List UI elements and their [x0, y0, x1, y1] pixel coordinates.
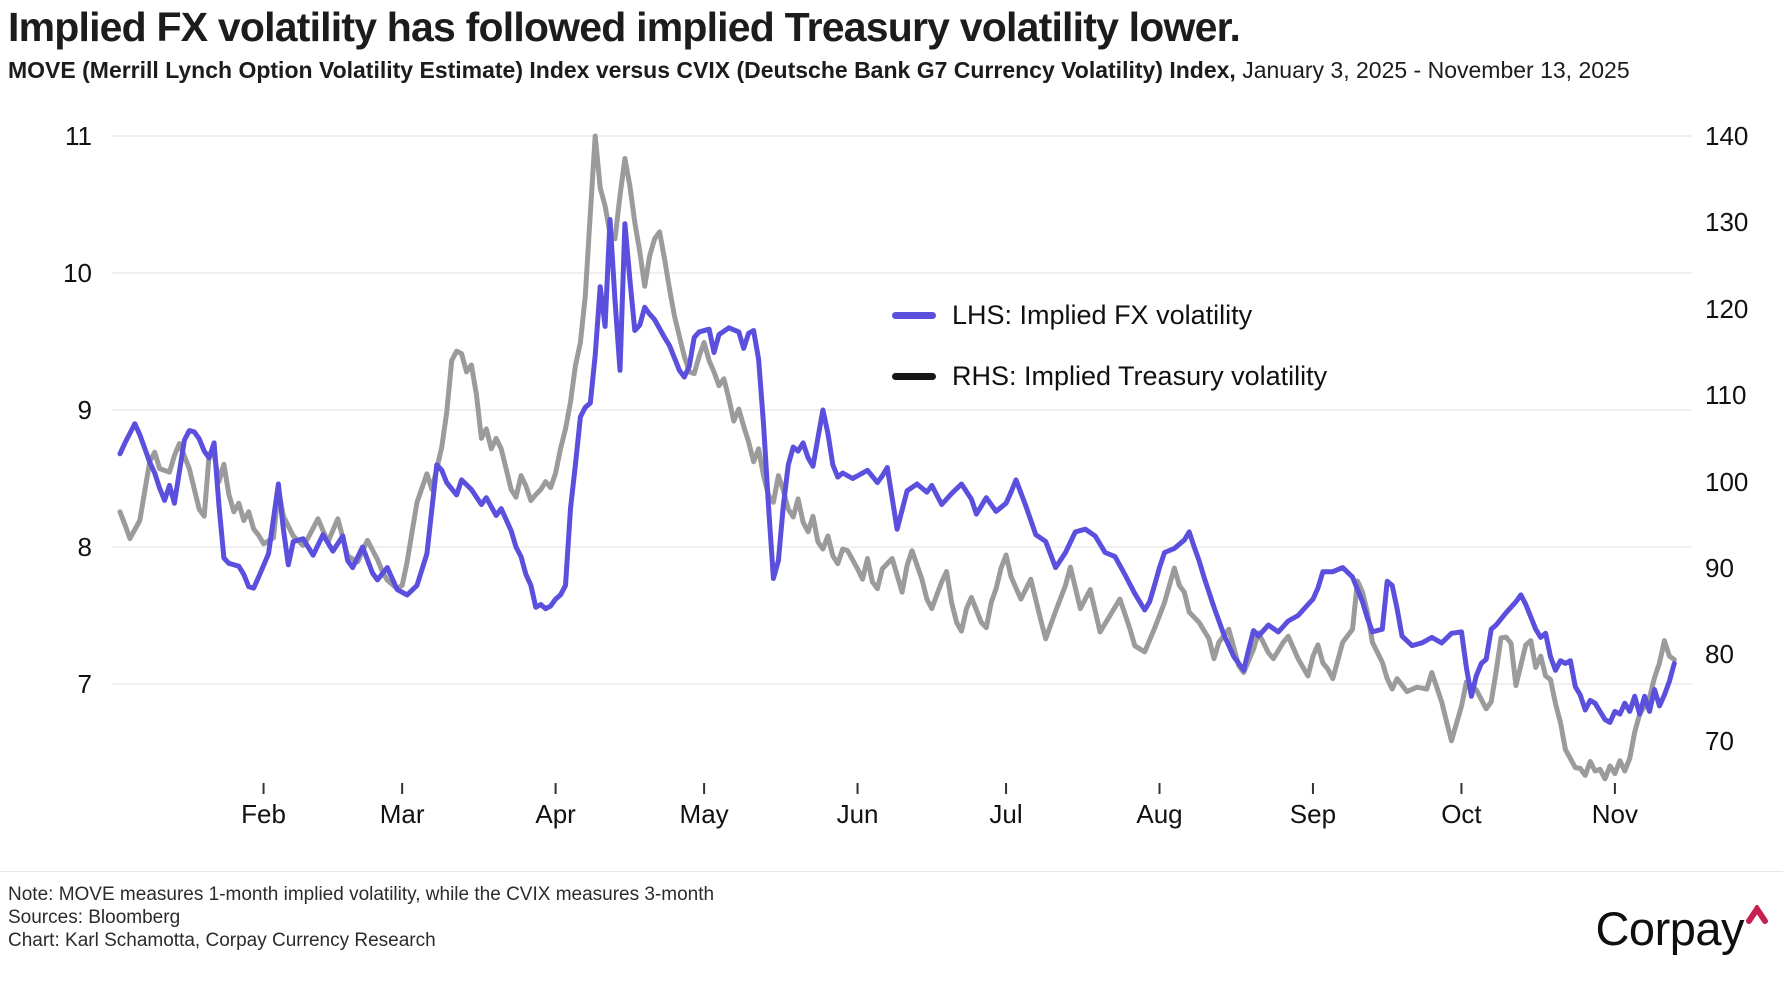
month-label-jun: Jun	[836, 799, 879, 829]
month-label-aug: Aug	[1136, 799, 1183, 829]
footnote-sources: Sources: Bloomberg	[8, 907, 181, 928]
right-axis-tick-100: 100	[1705, 466, 1749, 497]
fx-line-swatch-icon	[892, 311, 936, 319]
left-axis-tick-7: 7	[77, 669, 92, 699]
right-axis-tick-140: 140	[1705, 121, 1749, 151]
treasury-volatility-line	[117, 133, 1677, 782]
subtitle-index-names: MOVE (Merrill Lynch Option Volatility Es…	[8, 57, 1236, 83]
left-axis-tick-8: 8	[77, 532, 92, 562]
right-axis-tick-70: 70	[1705, 725, 1734, 756]
month-label-jul: Jul	[989, 799, 1023, 829]
right-axis-tick-90: 90	[1705, 553, 1734, 583]
legend-label-fx: LHS: Implied FX volatility	[952, 299, 1253, 330]
gridlines	[112, 135, 1692, 685]
right-axis-tick-120: 120	[1705, 293, 1749, 324]
left-axis-tick-10: 10	[63, 258, 92, 288]
corpay-logo: Corpay	[1595, 903, 1769, 955]
right-axis-tick-110: 110	[1705, 380, 1747, 411]
month-label-nov: Nov	[1591, 799, 1639, 829]
right-axis-tick-80: 80	[1705, 639, 1734, 670]
fx-volatility-line	[117, 217, 1677, 725]
month-label-feb: Feb	[241, 799, 286, 829]
corpay-logo-text: Corpay	[1595, 902, 1744, 955]
month-label-mar: Mar	[379, 799, 425, 829]
corpay-caret-icon	[1746, 905, 1768, 924]
page-subtitle: MOVE (Merrill Lynch Option Volatility Es…	[8, 57, 1768, 84]
subtitle-date-range: January 3, 2025 - November 13, 2025	[1235, 57, 1630, 83]
footer-divider	[0, 871, 1783, 872]
left-axis-tick-9: 9	[77, 395, 92, 425]
month-label-oct: Oct	[1441, 799, 1482, 829]
footnote-credit: Chart: Karl Schamotta, Corpay Currency R…	[8, 930, 436, 951]
legend-label-treasury: RHS: Implied Treasury volatility	[952, 360, 1328, 391]
x-axis-tick-marks	[262, 783, 1616, 794]
left-axis-tick-11: 11	[65, 121, 92, 151]
legend-item-fx: LHS: Implied FX volatility	[892, 298, 1252, 332]
footnote-note: Note: MOVE measures 1-month implied vola…	[8, 884, 715, 905]
right-axis-tick-130: 130	[1705, 207, 1749, 238]
treasury-line-swatch-icon	[892, 372, 936, 380]
month-label-sep: Sep	[1289, 799, 1337, 829]
legend-item-treasury: RHS: Implied Treasury volatility	[892, 359, 1327, 393]
month-label-apr: Apr	[535, 799, 576, 829]
month-label-may: May	[679, 799, 729, 829]
page-title: Implied FX volatility has followed impli…	[8, 4, 1241, 50]
